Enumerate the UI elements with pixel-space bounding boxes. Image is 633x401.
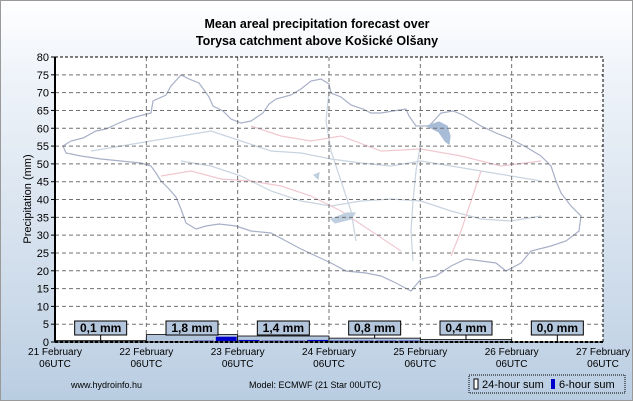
- value-label-text: 1,4 mm: [263, 321, 304, 335]
- y-tick-label: 40: [37, 195, 49, 207]
- y-tick-label: 35: [37, 212, 49, 224]
- y-axis: 0 5 10 15 20 25 30 35 40 45 50 55 60 65 70 75 80: [37, 52, 55, 349]
- chart-title-line1: Mean areal precipitation forecast over: [204, 17, 429, 31]
- x-tick-label-date: 21 February: [28, 347, 82, 358]
- value-label-box: [530, 320, 584, 336]
- legend-label-6h: 6-hour sum: [559, 379, 615, 391]
- x-tick-label-time: 06UTC: [496, 359, 528, 370]
- y-tick-label: 5: [43, 319, 49, 331]
- x-tick-label-date: 22 February: [119, 347, 173, 358]
- gridlines: [55, 57, 603, 342]
- y-tick-label: 10: [37, 301, 49, 313]
- x-tick-label-time: 06UTC: [587, 359, 619, 370]
- x-tick-label-date: 27 February: [576, 347, 630, 358]
- y-tick-label: 70: [37, 88, 49, 100]
- legend-swatch-24h: [473, 378, 479, 390]
- x-tick-label-date: 23 February: [211, 347, 265, 358]
- y-tick-label: 55: [37, 141, 49, 153]
- x-tick-label-date: 24 February: [302, 347, 356, 358]
- value-label-text: 0,1 mm: [80, 321, 121, 335]
- y-tick-label: 0: [43, 337, 49, 349]
- x-tick-label-time: 06UTC: [130, 359, 162, 370]
- legend-label-24h: 24-hour sum: [482, 379, 544, 391]
- value-label-text: 1,8 mm: [171, 321, 212, 335]
- x-tick-label-time: 06UTC: [404, 359, 436, 370]
- y-tick-label: 30: [37, 230, 49, 242]
- map-outline: [62, 74, 582, 292]
- y-tick-label: 45: [37, 177, 49, 189]
- y-tick-label: 15: [37, 284, 49, 296]
- x-tick-label-date: 26 February: [485, 347, 539, 358]
- value-label-box: [256, 320, 310, 336]
- legend-box: [468, 374, 626, 394]
- website-text: www.hydroinfo.hu: [70, 380, 142, 390]
- legend-swatch-6h: [551, 379, 555, 389]
- y-tick-label: 60: [37, 123, 49, 135]
- y-tick-label: 80: [37, 52, 49, 64]
- y-tick-label: 20: [37, 266, 49, 278]
- value-label-text: 0,4 mm: [445, 321, 486, 335]
- y-tick-label: 50: [37, 159, 49, 171]
- x-tick-label-time: 06UTC: [39, 359, 71, 370]
- bar-6h: [307, 339, 328, 341]
- y-tick-label: 75: [37, 70, 49, 82]
- y-tick-label: 25: [37, 248, 49, 260]
- value-label-text: 0,8 mm: [354, 321, 395, 335]
- value-label-box: [348, 320, 402, 336]
- bar-6h: [215, 336, 237, 341]
- y-tick-label: 65: [37, 105, 49, 117]
- chart-title-line2: Torysa catchment above Košické Olšany: [196, 34, 438, 48]
- value-label-text: 0,0 mm: [537, 321, 578, 335]
- x-tick-label-date: 25 February: [393, 347, 447, 358]
- value-label-box: [74, 320, 128, 336]
- catchment-map: [62, 74, 582, 292]
- model-text: Model: ECMWF (21 Star 00UTC): [249, 380, 381, 390]
- value-label-box: [439, 320, 493, 336]
- x-tick-label-time: 06UTC: [222, 359, 254, 370]
- value-label-box: [165, 320, 219, 336]
- plot-border: [54, 56, 604, 343]
- x-tick-label-time: 06UTC: [313, 359, 345, 370]
- legend: 24-hour sum 6-hour sum: [468, 374, 626, 394]
- bar-6h: [238, 339, 260, 341]
- y-axis-label: Precipitation (mm): [22, 154, 34, 243]
- value-labels: 0,1 mm 1,8 mm 1,4 mm 0,8 mm 0,4 mm 0,0 mm: [74, 320, 584, 341]
